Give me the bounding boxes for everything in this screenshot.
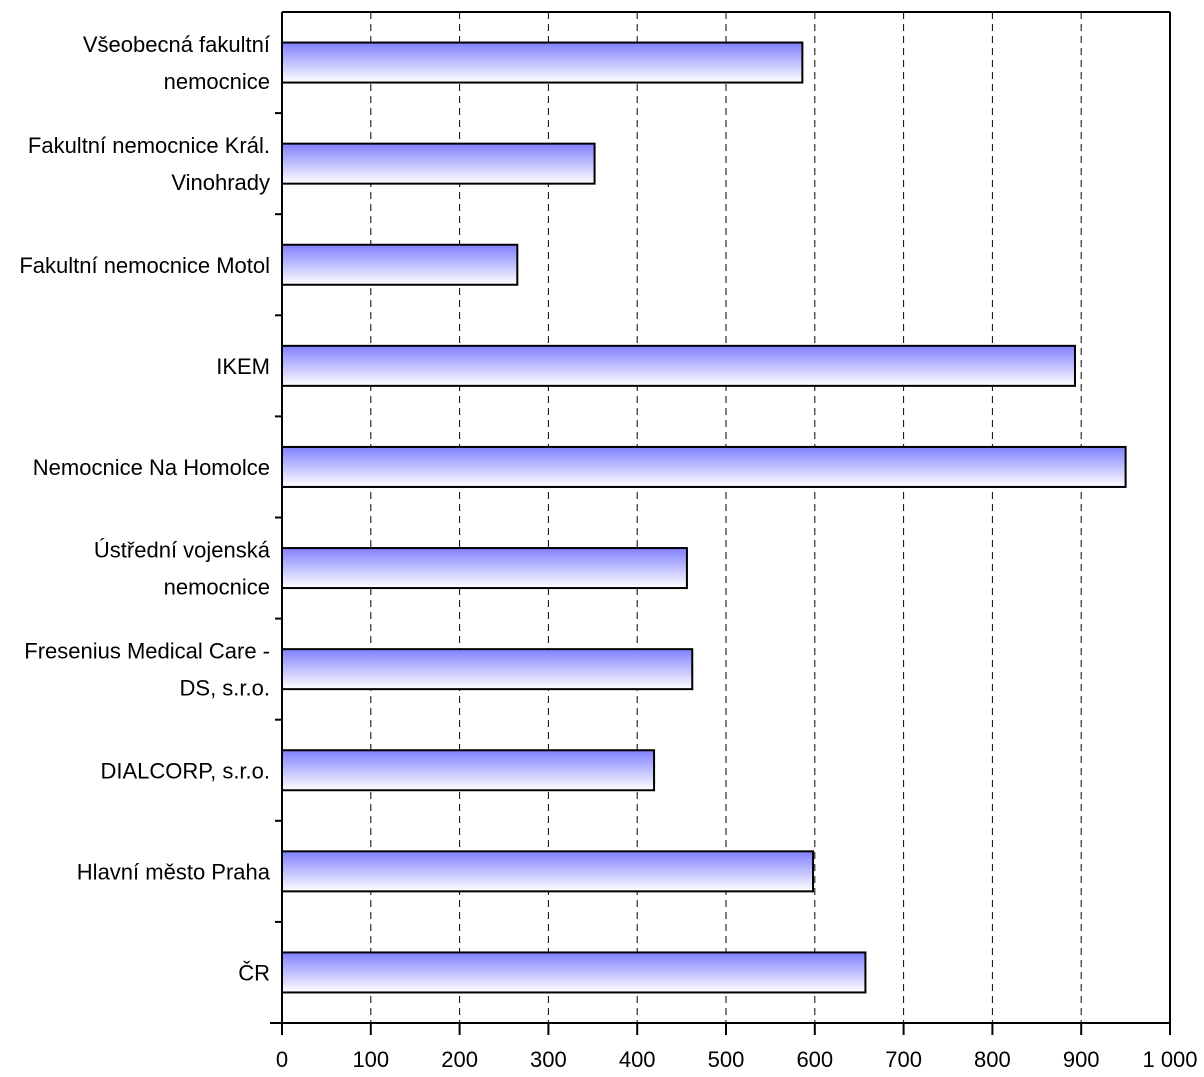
x-tick-label-0: 0 bbox=[276, 1047, 288, 1072]
category-label-line: Ústřední vojenská bbox=[94, 538, 271, 563]
x-tick-label-200: 200 bbox=[441, 1047, 478, 1072]
category-label-line: Fresenius Medical Care - bbox=[24, 639, 270, 664]
category-label-line: Fakultní nemocnice Král. bbox=[28, 133, 270, 158]
category-label-line: Nemocnice Na Homolce bbox=[33, 455, 270, 480]
bar-6 bbox=[281, 648, 694, 691]
category-label-2: Fakultní nemocnice Motol bbox=[19, 253, 270, 278]
category-label-4: Nemocnice Na Homolce bbox=[33, 455, 270, 480]
category-label-line: IKEM bbox=[216, 354, 270, 379]
category-label-0: Všeobecná fakultní nemocnice bbox=[83, 32, 270, 94]
category-label-3: IKEM bbox=[216, 354, 270, 379]
x-tick-label-600: 600 bbox=[796, 1047, 833, 1072]
axes bbox=[270, 11, 1171, 1035]
x-tick-labels: 0 100 200 300 400 500 600 700 800 900 1 000 bbox=[276, 1047, 1198, 1072]
x-tick-label-800: 800 bbox=[974, 1047, 1011, 1072]
bar-4 bbox=[281, 445, 1127, 488]
category-label-line: nemocnice bbox=[164, 69, 270, 94]
category-label-line: nemocnice bbox=[164, 575, 270, 600]
category-label-6: Fresenius Medical Care - DS, s.r.o. bbox=[24, 639, 270, 701]
category-label-5: Ústřední vojenská nemocnice bbox=[94, 538, 271, 600]
bar-5 bbox=[281, 547, 688, 590]
bar-3 bbox=[281, 344, 1076, 387]
category-label-1: Fakultní nemocnice Král. Vinohrady bbox=[28, 133, 270, 195]
bar-0 bbox=[281, 41, 804, 84]
x-tick-label-700: 700 bbox=[885, 1047, 922, 1072]
category-label-7: DIALCORP, s.r.o. bbox=[100, 758, 270, 783]
category-label-line: DS, s.r.o. bbox=[180, 676, 270, 701]
bar-9 bbox=[281, 951, 867, 994]
x-tick-label-900: 900 bbox=[1063, 1047, 1100, 1072]
category-label-8: Hlavní město Praha bbox=[77, 859, 271, 884]
bar-8 bbox=[281, 850, 815, 893]
x-tick-label-300: 300 bbox=[530, 1047, 567, 1072]
bar-1 bbox=[281, 142, 596, 185]
category-label-line: DIALCORP, s.r.o. bbox=[100, 758, 270, 783]
category-labels: Všeobecná fakultní nemocnice Fakultní nemo… bbox=[19, 32, 270, 985]
category-label-line: Všeobecná fakultní bbox=[83, 32, 270, 57]
category-label-line: Hlavní město Praha bbox=[77, 859, 271, 884]
bar-7 bbox=[281, 749, 656, 792]
x-tick-label-500: 500 bbox=[708, 1047, 745, 1072]
x-tick-label-400: 400 bbox=[619, 1047, 656, 1072]
x-tick-label-1000: 1 000 bbox=[1142, 1047, 1197, 1072]
category-label-line: Fakultní nemocnice Motol bbox=[19, 253, 270, 278]
category-label-line: Vinohrady bbox=[171, 170, 270, 195]
x-tick-label-100: 100 bbox=[352, 1047, 389, 1072]
category-label-9: ČR bbox=[238, 960, 270, 985]
bars bbox=[281, 41, 1127, 994]
category-label-line: ČR bbox=[238, 960, 270, 985]
bar-2 bbox=[281, 243, 519, 286]
